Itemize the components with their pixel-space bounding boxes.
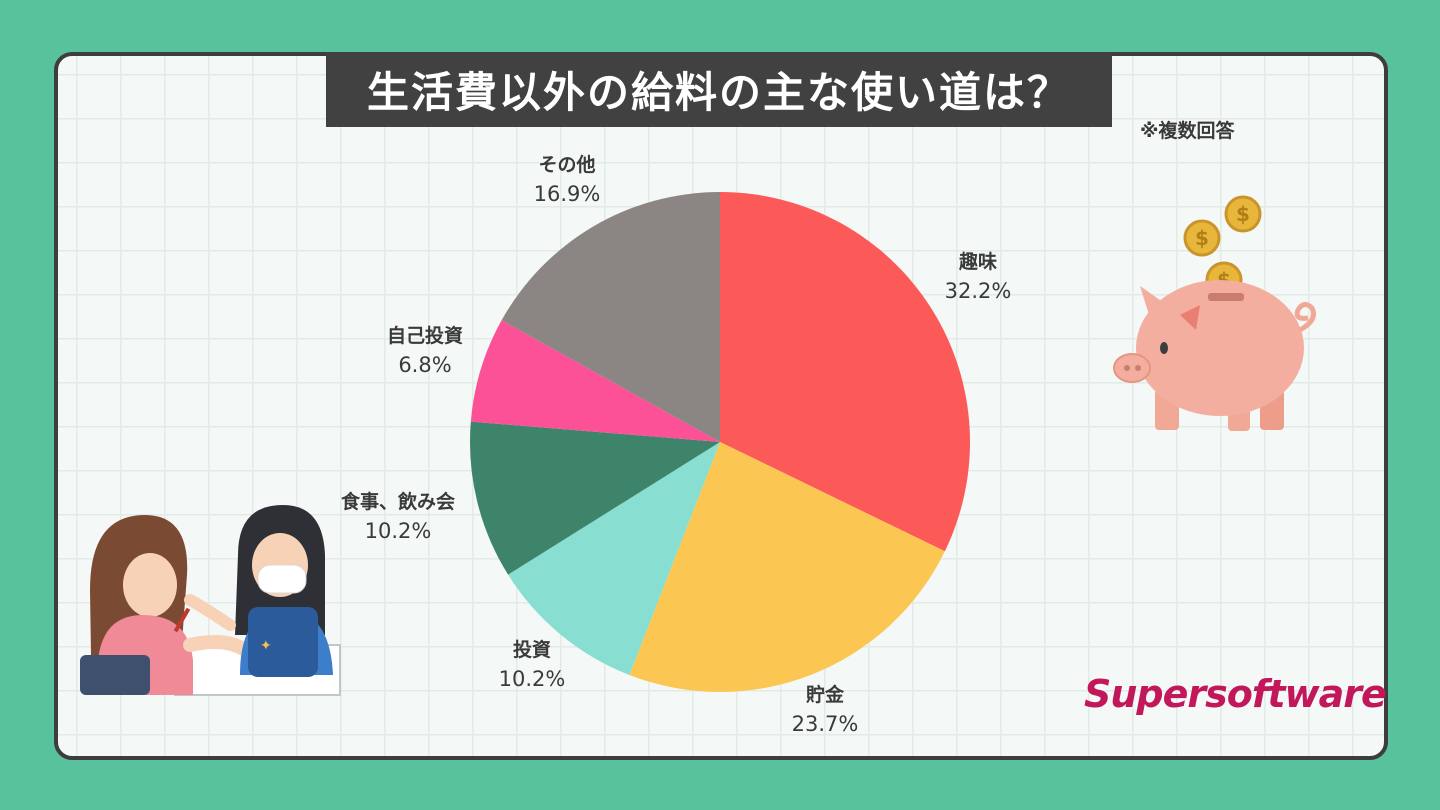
slice-category-label: 貯金 xyxy=(806,683,845,706)
slice-category-label: 自己投資 xyxy=(387,324,463,347)
pie-slice-5 xyxy=(470,320,720,442)
pie-slice-3 xyxy=(508,442,720,676)
piggy-bank-illustration: $ $ $ xyxy=(1113,195,1316,431)
slice-percent-label: 10.2% xyxy=(365,519,432,543)
multiple-answers-note: ※複数回答 xyxy=(1140,120,1235,142)
svg-text:$: $ xyxy=(1195,226,1209,250)
slice-percent-label: 32.2% xyxy=(945,279,1012,303)
coin-icon: $ xyxy=(1183,219,1221,257)
brand-logo: Supersoftware xyxy=(1084,672,1387,716)
slice-category-label: 食事、飲み会 xyxy=(341,490,455,513)
slice-category-label: その他 xyxy=(538,153,595,176)
pie-slice-2 xyxy=(629,442,945,692)
svg-text:✦: ✦ xyxy=(260,638,272,654)
pie-labels: 趣味 32.2% 貯金 23.7% 投資 10.2% 食事、飲み会 10.2% 自己投資 6.8%… xyxy=(341,153,1011,736)
coin-icon: $ xyxy=(1224,195,1262,233)
svg-text:$: $ xyxy=(1236,202,1250,226)
pie-slices xyxy=(470,191,971,692)
chart-title: 生活費以外の給料の主な使い道は？ xyxy=(326,52,1112,127)
slice-percent-label: 16.9% xyxy=(534,182,601,206)
slice-percent-label: 23.7% xyxy=(792,712,859,736)
pie-slice-6 xyxy=(501,192,720,442)
nail-salon-illustration: ✦ xyxy=(80,505,341,696)
slice-percent-label: 6.8% xyxy=(398,353,451,377)
slice-category-label: 投資 xyxy=(513,638,551,661)
pie-slice-1 xyxy=(720,191,971,552)
pie-slice-4 xyxy=(470,421,720,575)
slice-percent-label: 10.2% xyxy=(499,667,566,691)
slice-category-label: 趣味 xyxy=(958,250,997,273)
